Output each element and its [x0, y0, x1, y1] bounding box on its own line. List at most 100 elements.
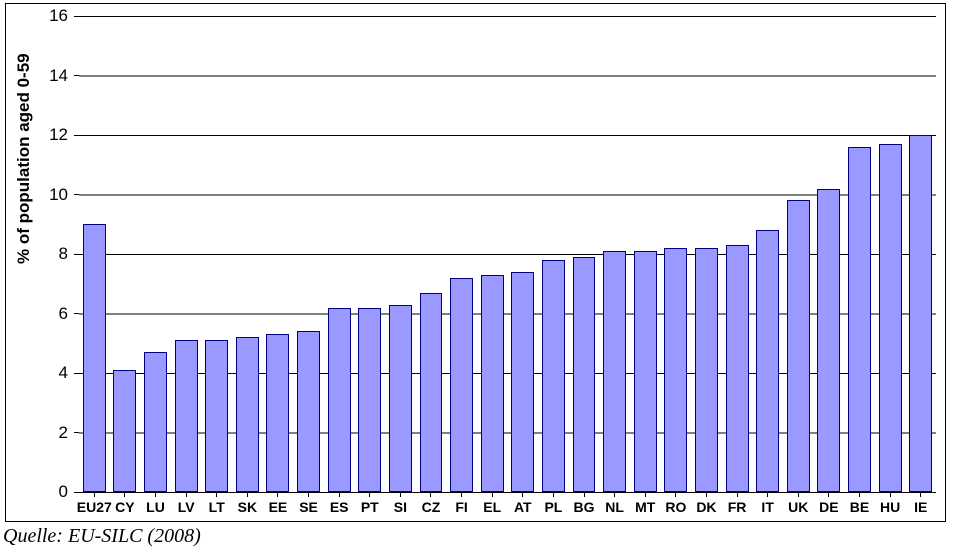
x-tick-label: FR: [728, 499, 747, 515]
bar: [205, 340, 228, 492]
x-tick-label: PL: [544, 499, 562, 515]
x-tick-label: NL: [605, 499, 624, 515]
x-tick-label: PT: [361, 499, 379, 515]
y-tick-label: 16: [0, 6, 68, 26]
x-tick-mark: [94, 492, 95, 497]
bar: [297, 331, 320, 492]
x-tick-mark: [614, 492, 615, 497]
y-tick-label: 10: [0, 185, 68, 205]
x-tick-label: UK: [788, 499, 808, 515]
bar: [879, 144, 902, 492]
x-tick-mark: [124, 492, 125, 497]
bar: [358, 308, 381, 492]
x-tick-label: AT: [514, 499, 532, 515]
x-tick-label: LV: [178, 499, 195, 515]
y-tick-mark: [74, 313, 79, 314]
bar: [603, 251, 626, 492]
x-tick-mark: [645, 492, 646, 497]
x-tick-label: LU: [146, 499, 165, 515]
x-tick-mark: [828, 492, 829, 497]
x-tick-label: SK: [238, 499, 257, 515]
y-tick-mark: [74, 373, 79, 374]
x-tick-mark: [369, 492, 370, 497]
y-tick-mark: [74, 135, 79, 136]
x-tick-mark: [706, 492, 707, 497]
x-tick-label: RO: [665, 499, 686, 515]
x-tick-label: HU: [880, 499, 900, 515]
x-tick-mark: [155, 492, 156, 497]
bar: [83, 224, 106, 492]
bar: [756, 230, 779, 492]
x-tick-mark: [920, 492, 921, 497]
x-tick-label: CZ: [422, 499, 441, 515]
bar: [144, 352, 167, 492]
bar: [909, 135, 932, 492]
x-tick-mark: [737, 492, 738, 497]
bar: [420, 293, 443, 492]
y-tick-label: 6: [0, 304, 68, 324]
bar: [817, 189, 840, 492]
x-tick-label: EU27: [77, 499, 112, 515]
x-tick-mark: [339, 492, 340, 497]
gridline: [79, 76, 936, 77]
gridline: [79, 135, 936, 136]
y-tick-label: 12: [0, 125, 68, 145]
y-tick-label: 8: [0, 244, 68, 264]
x-tick-mark: [890, 492, 891, 497]
x-tick-label: BE: [850, 499, 869, 515]
bar: [450, 278, 473, 492]
bar: [787, 200, 810, 492]
bar: [634, 251, 657, 492]
x-tick-mark: [675, 492, 676, 497]
x-tick-mark: [553, 492, 554, 497]
bar: [511, 272, 534, 492]
x-tick-label: IE: [914, 499, 927, 515]
y-tick-label: 4: [0, 363, 68, 383]
gridline: [79, 492, 936, 493]
bar: [695, 248, 718, 492]
x-tick-mark: [308, 492, 309, 497]
x-tick-mark: [400, 492, 401, 497]
y-tick-label: 0: [0, 482, 68, 502]
x-tick-label: EL: [483, 499, 501, 515]
x-tick-label: FI: [455, 499, 467, 515]
bar: [328, 308, 351, 492]
gridline: [79, 16, 936, 17]
bar: [481, 275, 504, 492]
x-tick-mark: [216, 492, 217, 497]
bar: [542, 260, 565, 492]
bar: [236, 337, 259, 492]
y-tick-label: 14: [0, 66, 68, 86]
y-tick-mark: [74, 16, 79, 17]
gridline: [79, 195, 936, 196]
x-tick-label: SE: [299, 499, 318, 515]
x-tick-label: ES: [330, 499, 349, 515]
x-tick-mark: [461, 492, 462, 497]
bar: [175, 340, 198, 492]
x-tick-mark: [247, 492, 248, 497]
x-tick-mark: [859, 492, 860, 497]
x-tick-mark: [186, 492, 187, 497]
bar: [389, 305, 412, 492]
y-tick-mark: [74, 492, 79, 493]
x-tick-label: CY: [115, 499, 134, 515]
x-tick-mark: [277, 492, 278, 497]
x-tick-label: DK: [696, 499, 716, 515]
bar: [266, 334, 289, 492]
x-tick-mark: [522, 492, 523, 497]
bar: [726, 245, 749, 492]
bar: [113, 370, 136, 492]
x-tick-label: SI: [394, 499, 407, 515]
plot-area: [79, 16, 936, 492]
y-tick-mark: [74, 194, 79, 195]
y-tick-mark: [74, 432, 79, 433]
chart-source: Quelle: EU-SILC (2008): [3, 525, 201, 548]
x-tick-mark: [798, 492, 799, 497]
bar: [573, 257, 596, 492]
y-tick-mark: [74, 75, 79, 76]
bar: [664, 248, 687, 492]
x-tick-label: IT: [761, 499, 773, 515]
x-tick-mark: [584, 492, 585, 497]
x-tick-label: EE: [269, 499, 288, 515]
x-tick-mark: [492, 492, 493, 497]
